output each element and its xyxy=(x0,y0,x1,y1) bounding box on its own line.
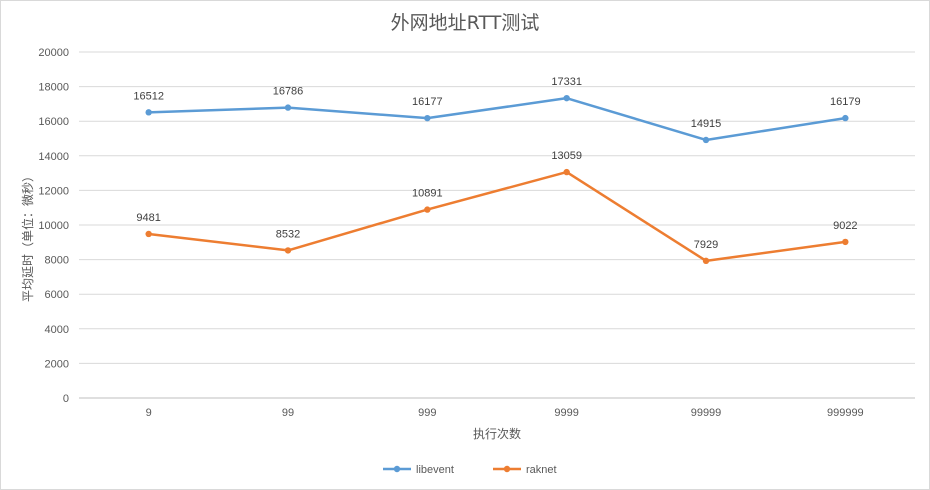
y-tick-label: 12000 xyxy=(38,185,69,197)
series-group xyxy=(145,94,849,265)
data-point-raknet xyxy=(424,206,431,213)
data-label-libevent: 17331 xyxy=(551,76,582,88)
chart-title: 外网地址RTT测试 xyxy=(390,12,540,34)
y-tick-label: 10000 xyxy=(38,220,69,232)
data-point-raknet xyxy=(702,257,710,265)
y-tick-label: 4000 xyxy=(45,324,69,336)
y-axis-ticks: 0 2000 4000 6000 8000 10000 12000 14000 16000 180… xyxy=(38,47,69,405)
x-tick-label: 999999 xyxy=(827,407,864,419)
x-tick-label: 99 xyxy=(282,407,294,419)
data-labels: 16512 16786 16177 17331 14915 16179 9481 8532 10… xyxy=(133,76,860,251)
y-tick-label: 20000 xyxy=(38,47,69,59)
legend-marker-libevent xyxy=(393,465,401,473)
y-tick-label: 2000 xyxy=(45,358,69,370)
data-point-libevent xyxy=(842,114,849,122)
legend-marker-raknet xyxy=(503,465,511,473)
data-label-libevent: 16179 xyxy=(830,96,861,108)
data-label-libevent: 16786 xyxy=(273,86,304,98)
data-point-libevent xyxy=(563,94,570,102)
y-tick-label: 6000 xyxy=(45,289,69,301)
gridlines xyxy=(79,51,915,399)
data-label-libevent: 14915 xyxy=(691,118,722,130)
series-line-raknet xyxy=(147,170,847,263)
data-point-libevent xyxy=(284,104,292,111)
y-axis-title: 平均延时（单位：微秒） xyxy=(20,170,35,302)
x-tick-label: 9 xyxy=(146,407,152,419)
data-point-libevent xyxy=(702,136,710,144)
x-axis-ticks: 9 99 999 9999 99999 999999 xyxy=(146,407,864,419)
data-point-libevent xyxy=(145,109,152,116)
legend-label-raknet: raknet xyxy=(526,464,557,476)
y-tick-label: 16000 xyxy=(38,116,69,128)
data-point-raknet xyxy=(284,247,292,254)
data-label-raknet: 13059 xyxy=(551,150,582,162)
data-label-raknet: 9481 xyxy=(136,212,160,224)
data-point-raknet xyxy=(842,238,849,246)
data-point-libevent xyxy=(424,114,431,122)
data-label-libevent: 16177 xyxy=(412,96,443,108)
data-label-raknet: 7929 xyxy=(694,239,718,251)
y-tick-label: 18000 xyxy=(38,82,69,94)
legend: libevent raknet xyxy=(383,464,557,476)
data-label-raknet: 8532 xyxy=(276,228,300,240)
x-tick-label: 99999 xyxy=(691,407,722,419)
data-label-raknet: 9022 xyxy=(833,220,857,232)
x-tick-label: 9999 xyxy=(554,407,578,419)
series-line-libevent xyxy=(147,96,847,142)
y-tick-label: 14000 xyxy=(38,151,69,163)
x-tick-label: 999 xyxy=(418,407,436,419)
legend-label-libevent: libevent xyxy=(416,464,454,476)
data-point-raknet xyxy=(563,168,570,176)
x-axis-title: 执行次数 xyxy=(473,426,521,441)
y-tick-label: 8000 xyxy=(45,255,69,267)
y-tick-label: 0 xyxy=(63,393,69,405)
data-point-raknet xyxy=(145,230,152,238)
data-label-libevent: 16512 xyxy=(133,90,164,102)
data-label-raknet: 10891 xyxy=(412,188,443,200)
